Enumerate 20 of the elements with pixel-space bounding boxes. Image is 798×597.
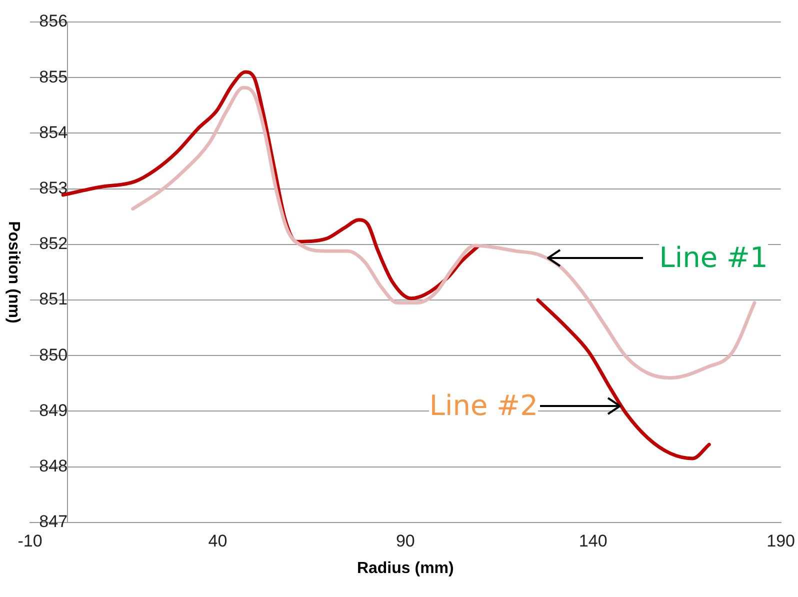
y-tick-label: 848 [39, 456, 68, 476]
y-tick-label: 856 [39, 12, 68, 31]
x-tick-label: 190 [766, 531, 796, 550]
y-tick-label: 850 [39, 345, 68, 364]
x-tick-label: 40 [208, 531, 228, 550]
x-tick-label: 140 [578, 531, 608, 550]
y-tick-label: 849 [39, 400, 68, 420]
y-tick-label: 851 [39, 290, 68, 309]
y-tick-label: 847 [39, 512, 68, 532]
line-series [536, 298, 711, 460]
y-tick-label: 853 [39, 178, 68, 198]
annotation: Line #2 [429, 388, 538, 422]
y-tick-label: 852 [39, 234, 68, 254]
y-tick-label: 854 [39, 122, 68, 142]
annotation: Line #1 [659, 240, 768, 274]
x-tick-label: -10 [18, 531, 42, 550]
y-tick-label: 855 [39, 67, 68, 86]
x-axis-title: Radius (mm) [356, 560, 454, 577]
y-axis-title: Position (nm) [5, 221, 22, 324]
x-tick-label: 90 [396, 531, 415, 550]
